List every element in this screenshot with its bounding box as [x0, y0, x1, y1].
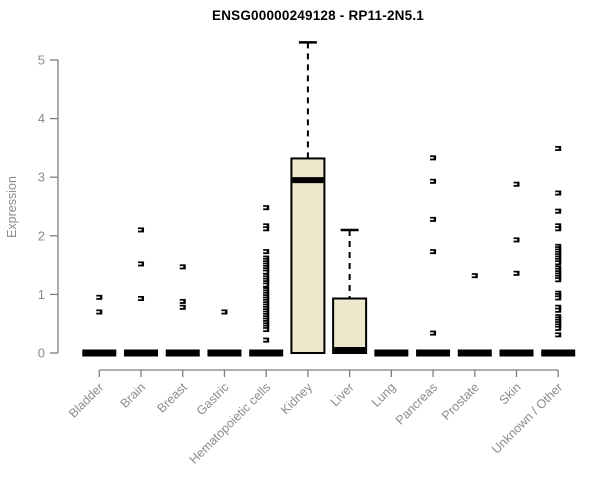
outlier-point	[430, 216, 437, 222]
boxplot-group-prostate	[457, 273, 492, 357]
x-category-label: Skin	[497, 380, 524, 407]
outlier-point	[471, 273, 478, 279]
x-category-label: Lung	[369, 380, 399, 410]
y-axis-title: Expression	[5, 176, 19, 238]
x-category-label: Kidney	[278, 380, 315, 417]
outlier-point	[555, 190, 562, 196]
flat-box	[165, 349, 200, 357]
outlier-point	[555, 226, 562, 232]
y-tick-label: 1	[38, 287, 45, 302]
x-category-label: Breast	[154, 380, 190, 416]
outlier-point	[555, 307, 562, 313]
boxplot-group-pancreas	[416, 155, 451, 357]
boxplot-group-lung	[374, 349, 409, 357]
x-category-label: Brain	[118, 380, 149, 411]
flat-box	[416, 349, 451, 357]
flat-box	[499, 349, 534, 357]
boxplot-group-skin	[499, 181, 534, 357]
boxplot-group-gastric	[207, 309, 242, 357]
boxplot-group-unknown-other	[541, 145, 576, 357]
outlier-point	[263, 223, 270, 229]
outlier-point	[263, 249, 270, 255]
flat-box	[207, 349, 242, 357]
flat-box	[541, 349, 576, 357]
outlier-point	[96, 294, 103, 300]
flat-box	[82, 349, 117, 357]
outlier-point	[138, 227, 145, 233]
y-tick-label: 4	[38, 111, 45, 126]
boxplot-group-bladder	[82, 294, 117, 357]
flat-box	[249, 349, 284, 357]
y-tick-label: 0	[38, 346, 45, 361]
outlier-point	[513, 237, 520, 243]
outlier-point	[555, 260, 562, 266]
outlier-point	[263, 205, 270, 211]
outlier-point	[96, 309, 103, 315]
x-category-label: Bladder	[66, 380, 106, 420]
x-category-label: Liver	[328, 380, 357, 409]
median-line	[334, 347, 366, 353]
box	[290, 157, 326, 354]
y-axis: 0 1 2 3 4 5	[38, 53, 59, 361]
x-category-label: Gastric	[194, 380, 232, 418]
x-category-label: Hematopoietic cells	[187, 380, 274, 467]
flat-box	[374, 349, 409, 357]
outlier-point	[263, 269, 270, 275]
flat-box	[124, 349, 159, 357]
outlier-point	[179, 304, 186, 310]
y-tick-label: 5	[38, 53, 45, 68]
chart-title: ENSG00000249128 - RP11-2N5.1	[212, 8, 424, 23]
outlier-point	[555, 304, 562, 310]
x-category-label: Prostate	[439, 380, 482, 423]
outlier-point	[263, 327, 270, 333]
outlier-point	[555, 332, 562, 338]
outlier-point	[263, 282, 270, 288]
outlier-point	[430, 155, 437, 161]
outlier-point	[138, 296, 145, 302]
y-tick-label: 2	[38, 228, 45, 243]
boxplot-group-brain	[124, 227, 159, 357]
outlier-point	[430, 178, 437, 184]
x-category-label: Unknown / Other	[489, 380, 565, 456]
box	[332, 297, 368, 355]
boxplot-group-hematopoietic-cells	[249, 205, 284, 357]
outlier-point	[555, 295, 562, 301]
outlier-point	[430, 249, 437, 255]
outlier-point	[179, 264, 186, 270]
outlier-point	[179, 298, 186, 304]
outlier-point	[430, 330, 437, 336]
outlier-point	[263, 337, 270, 343]
median-line	[292, 177, 324, 184]
boxplot-group-liver	[332, 228, 368, 355]
boxplot-group-breast	[165, 264, 200, 357]
outlier-point	[513, 270, 520, 276]
flat-box	[457, 349, 492, 357]
outlier-point	[221, 309, 228, 315]
y-tick-label: 3	[38, 170, 45, 185]
outlier-point	[138, 261, 145, 267]
outlier-point	[513, 181, 520, 187]
outlier-point	[555, 223, 562, 229]
boxplot-group-kidney	[290, 41, 326, 354]
outlier-point	[555, 277, 562, 283]
x-category-label: Pancreas	[393, 380, 440, 427]
outlier-point	[555, 145, 562, 151]
outlier-point	[555, 208, 562, 214]
outlier-point	[263, 226, 270, 232]
outlier-point	[555, 325, 562, 331]
